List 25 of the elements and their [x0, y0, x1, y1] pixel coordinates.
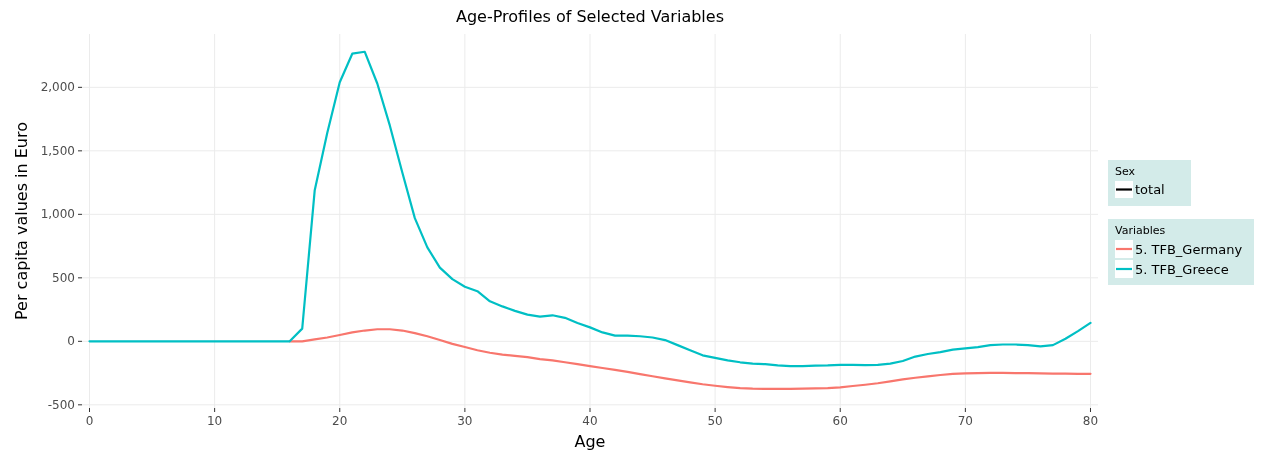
- line-series: [288, 328, 1092, 391]
- chart-title: Age-Profiles of Selected Variables: [456, 7, 724, 26]
- x-tick-label: 80: [1082, 414, 1099, 428]
- text: Sex: [1115, 165, 1136, 178]
- line-series: [88, 50, 1092, 368]
- x-tick-label: 60: [832, 414, 848, 428]
- y-axis-title: Per capita values in Euro: [12, 121, 31, 321]
- y-tick-label: 500: [52, 270, 75, 285]
- legend-label: 5. TFB_Greece: [1135, 262, 1229, 277]
- text: total: [1135, 182, 1165, 197]
- y-tick-label: 1,500: [40, 143, 75, 158]
- x-tick-label: 0: [85, 414, 94, 428]
- legend-title: Variables: [1115, 224, 1166, 237]
- y-tick-label: -500: [47, 397, 75, 412]
- legend-label: 5. TFB_Germany: [1135, 242, 1243, 257]
- x-tick-label: 40: [582, 414, 598, 428]
- x-tick-label: 50: [707, 414, 723, 428]
- y-tick-label: 0: [67, 334, 75, 349]
- x-tick-label: 20: [332, 414, 348, 428]
- x-tick-label: 70: [957, 414, 974, 428]
- x-tick-label: 10: [206, 414, 223, 428]
- x-axis-title: Age: [574, 432, 606, 451]
- x-tick-label: 30: [457, 414, 473, 428]
- y-tick-label: 2,000: [40, 80, 75, 95]
- y-tick-label: 1,000: [40, 207, 75, 222]
